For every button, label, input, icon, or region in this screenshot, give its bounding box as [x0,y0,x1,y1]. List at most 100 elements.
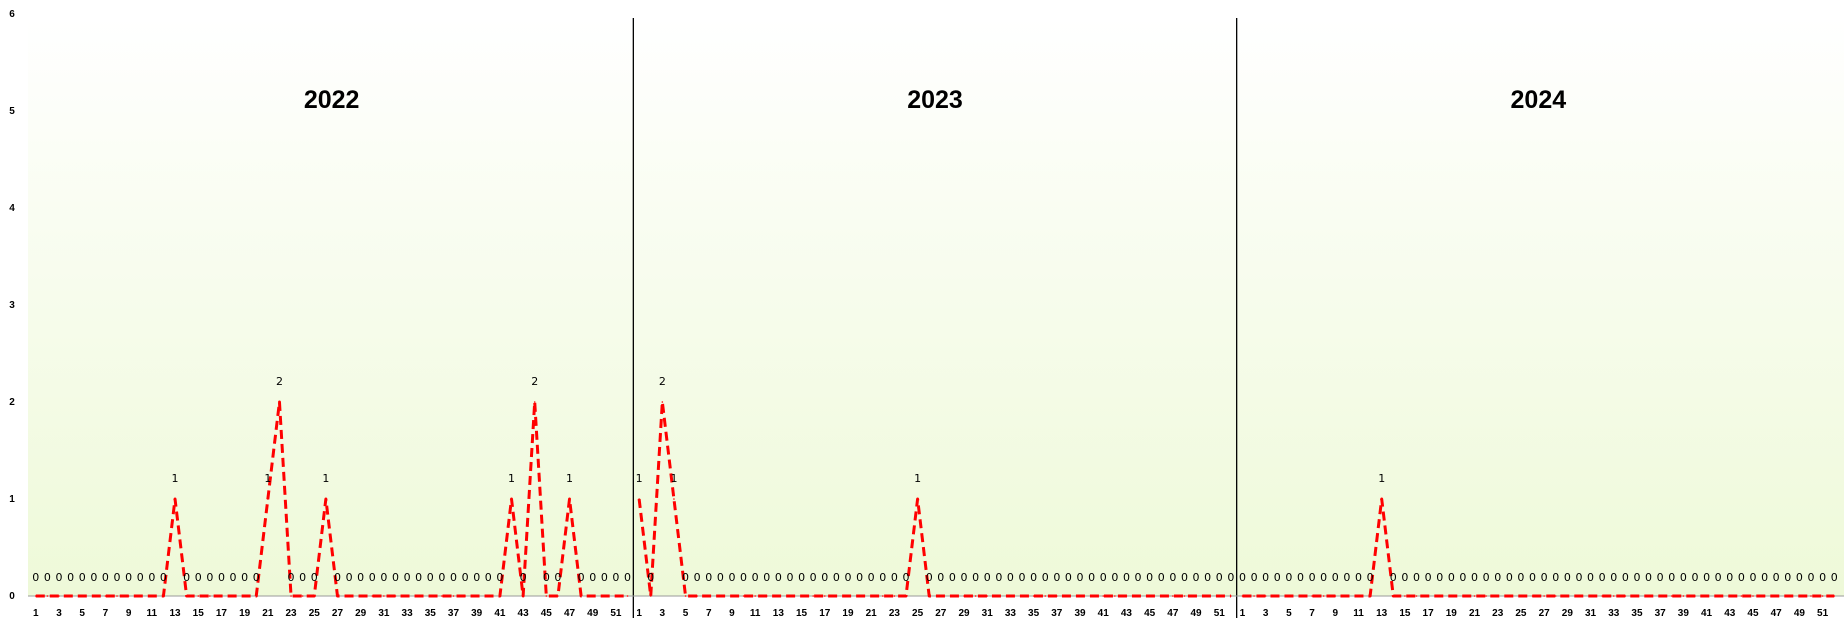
panel-title-2022: 2022 [304,86,360,114]
data-point [186,595,188,597]
data-label: 0 [1436,571,1443,584]
data-point [998,595,1000,597]
data-label: 0 [1262,571,1269,584]
data-point [1694,595,1696,597]
data-label: 0 [90,571,97,584]
data-point [522,595,524,597]
data-point [720,595,722,597]
x-tick-label: 43 [518,608,530,619]
data-point [488,595,490,597]
data-point [789,595,791,597]
x-tick-label: 11 [750,608,761,619]
data-label: 0 [1726,571,1733,584]
x-tick-label: 17 [819,608,831,619]
data-point [93,595,95,597]
data-point [1044,595,1046,597]
data-point [1764,595,1766,597]
x-tick-label: 9 [126,608,132,619]
data-label: 0 [1367,571,1374,584]
data-label: 0 [380,571,387,584]
data-label: 0 [520,571,527,584]
data-point [1160,595,1162,597]
data-label: 0 [1343,571,1350,584]
x-tick-label: 7 [1309,608,1315,619]
data-point [986,595,988,597]
data-label: 0 [833,571,840,584]
x-tick-label: 23 [285,608,297,619]
data-point [209,595,211,597]
data-label: 0 [752,571,759,584]
data-label: 0 [1355,571,1362,584]
data-point [139,595,141,597]
data-label: 0 [1587,571,1594,584]
data-label: 0 [415,571,422,584]
data-label: 1 [1378,472,1385,485]
data-label: 0 [195,571,202,584]
data-label: 0 [1529,571,1536,584]
data-label: 0 [705,571,712,584]
data-label: 2 [531,375,538,388]
data-point [1126,595,1128,597]
data-label: 0 [1019,571,1026,584]
data-point [1567,595,1569,597]
data-point [557,595,559,597]
data-label: 0 [926,571,933,584]
data-point [58,595,60,597]
data-point [383,595,385,597]
data-label: 0 [1100,571,1107,584]
data-point [731,595,733,597]
data-point [128,595,130,597]
data-point [1416,595,1418,597]
x-tick-label: 15 [796,608,808,619]
x-tick-label: 15 [1399,608,1411,619]
x-tick-label: 35 [1631,608,1643,619]
data-point [1323,595,1325,597]
data-point [499,595,501,597]
data-point [1601,595,1603,597]
data-point [859,595,861,597]
data-point [1474,595,1476,597]
data-label: 0 [1204,571,1211,584]
data-point [1358,595,1360,597]
data-label: 0 [334,571,341,584]
data-label: 0 [786,571,793,584]
data-point [337,595,339,597]
x-tick-label: 25 [912,608,924,619]
data-point [290,595,292,597]
data-label: 0 [183,571,190,584]
data-point [1172,595,1174,597]
data-point [940,595,942,597]
x-tick-label: 7 [103,608,109,619]
data-label: 0 [1552,571,1559,584]
data-label: 0 [1761,571,1768,584]
data-label: 0 [1146,571,1153,584]
data-point [174,498,176,500]
data-label: 0 [369,571,376,584]
data-point [905,595,907,597]
x-tick-label: 9 [729,608,735,619]
data-label: 0 [1227,571,1234,584]
x-tick-label: 37 [1051,608,1063,619]
data-point [255,595,257,597]
x-tick-label: 35 [425,608,437,619]
data-label: 0 [218,571,225,584]
data-point [1775,595,1777,597]
y-tick-label: 3 [9,300,15,311]
data-point [1207,595,1209,597]
data-point [615,595,617,597]
x-tick-label: 47 [564,608,576,619]
data-point [1497,595,1499,597]
data-label: 0 [1575,571,1582,584]
data-label: 0 [1622,571,1629,584]
data-label: 0 [647,571,654,584]
y-tick-label: 2 [9,397,15,408]
data-point [35,595,37,597]
data-point [1706,595,1708,597]
x-tick-label: 29 [958,608,970,619]
data-point [1288,595,1290,597]
x-tick-label: 51 [610,608,622,619]
data-point [244,595,246,597]
data-point [917,498,919,500]
x-tick-label: 39 [1074,608,1086,619]
